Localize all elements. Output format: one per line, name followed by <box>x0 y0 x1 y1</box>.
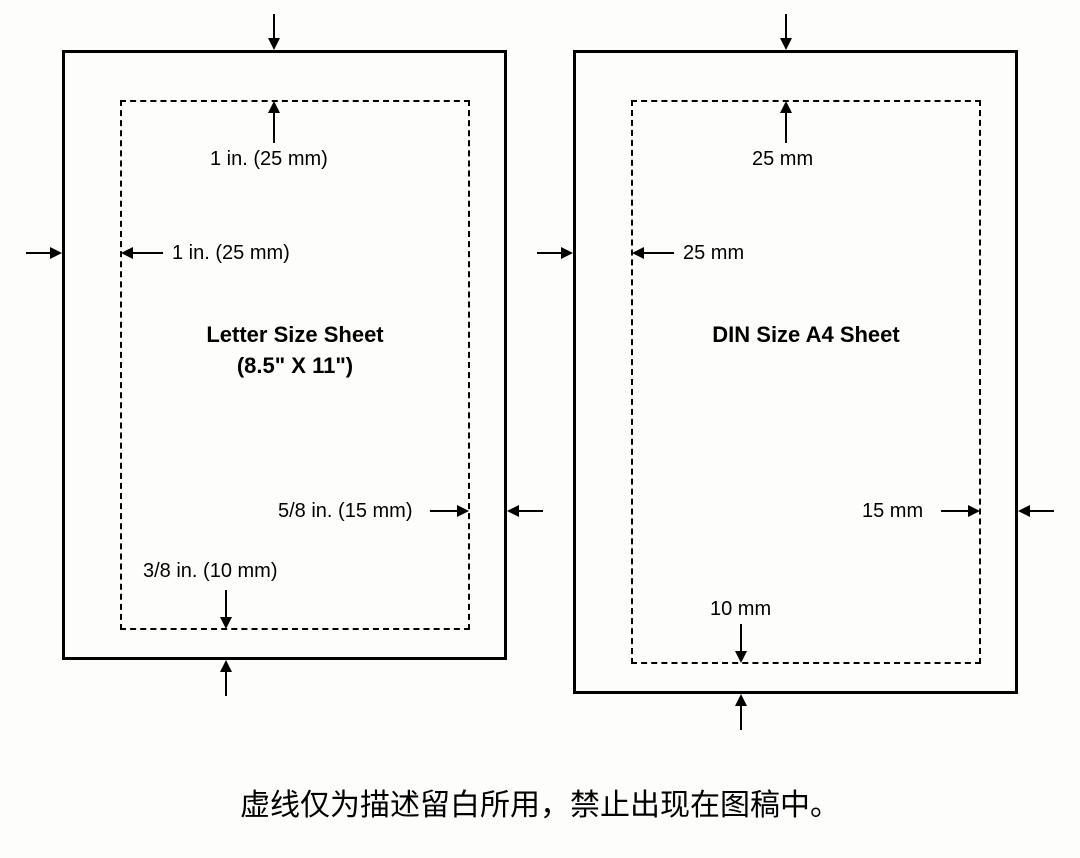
a4-left-margin-arrow <box>634 252 674 254</box>
a4-sheet-margin <box>631 100 981 664</box>
letter-bottom-margin-arrow <box>225 590 227 627</box>
letter-title: Letter Size Sheet (8.5" X 11") <box>195 320 395 382</box>
letter-title-line2: (8.5" X 11") <box>237 353 353 378</box>
a4-top-margin-label: 25 mm <box>752 148 813 171</box>
letter-right-margin-arrow <box>430 510 467 512</box>
a4-bottom-margin-arrow <box>740 624 742 661</box>
letter-bottom-margin-label: 3/8 in. (10 mm) <box>143 560 277 583</box>
a4-right-margin-label: 15 mm <box>862 500 923 523</box>
letter-left-margin-arrow <box>123 252 163 254</box>
a4-bottom-margin-label: 10 mm <box>710 598 771 621</box>
letter-right-margin-label: 5/8 in. (15 mm) <box>278 500 412 523</box>
a4-title-line1: DIN Size A4 Sheet <box>712 322 899 347</box>
a4-outer-arrow-left <box>537 252 571 254</box>
letter-top-margin-arrow <box>273 103 275 143</box>
letter-outer-arrow-left <box>26 252 60 254</box>
letter-title-line1: Letter Size Sheet <box>206 322 383 347</box>
letter-outer-arrow-top <box>273 14 275 48</box>
letter-left-margin-label: 1 in. (25 mm) <box>172 242 290 265</box>
a4-left-margin-label: 25 mm <box>683 242 744 265</box>
a4-outer-arrow-bottom <box>740 696 742 730</box>
a4-outer-arrow-right <box>1020 510 1054 512</box>
letter-outer-arrow-right <box>509 510 543 512</box>
a4-top-margin-arrow <box>785 103 787 143</box>
caption-text: 虚线仅为描述留白所用，禁止出现在图稿中。 <box>0 780 1080 824</box>
letter-outer-arrow-bottom <box>225 662 227 696</box>
letter-top-margin-label: 1 in. (25 mm) <box>210 148 328 171</box>
a4-right-margin-arrow <box>941 510 978 512</box>
a4-outer-arrow-top <box>785 14 787 48</box>
a4-title: DIN Size A4 Sheet <box>696 320 916 351</box>
